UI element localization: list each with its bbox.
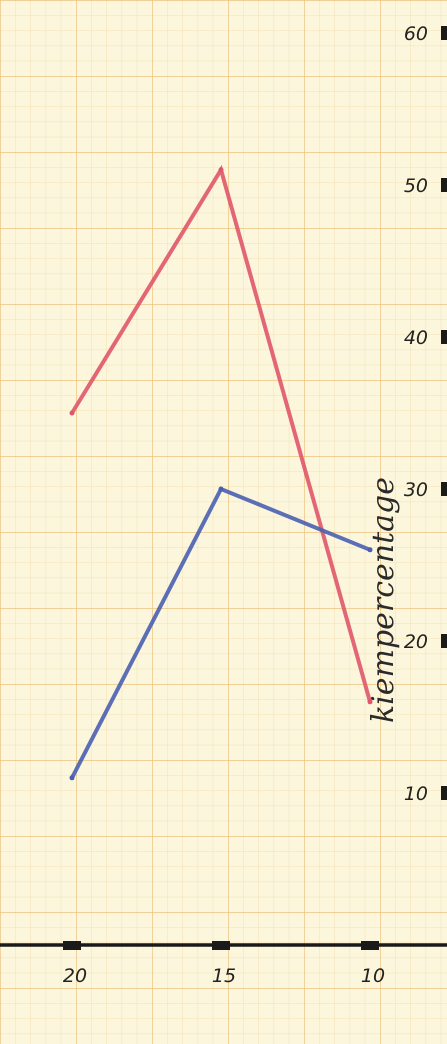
x-tick-label-15: 15 (212, 965, 236, 987)
y-tick-mark-50 (441, 178, 447, 192)
y-tick-label-10: 10 (404, 783, 428, 805)
y-tick-mark-10 (441, 786, 447, 800)
x-tick-mark-10 (361, 941, 379, 950)
series-2-point-2 (218, 486, 224, 492)
y-tick-mark-30 (441, 482, 447, 496)
y-tick-label-60: 60 (404, 23, 428, 45)
x-tick-label-20: 20 (63, 965, 87, 987)
y-tick-label-30: 30 (404, 479, 428, 501)
series-layer (69, 164, 373, 781)
series-1-point-3 (367, 699, 373, 705)
y-tick-mark-20 (441, 634, 447, 648)
y-tick-mark-60 (441, 26, 447, 40)
y-axis-ticks: 10 20 30 40 50 60 (404, 23, 447, 805)
y-axis-title: kiempercentage (366, 477, 401, 723)
x-tick-mark-15 (212, 941, 230, 950)
y-tick-label-40: 40 (404, 327, 428, 349)
x-axis-ticks: 20 15 10 (63, 941, 385, 987)
series-1-point-2 (218, 167, 224, 173)
y-tick-label-20: 20 (404, 631, 428, 653)
y-tick-mark-40 (441, 330, 447, 344)
x-tick-mark-20 (63, 941, 81, 950)
y-tick-label-50: 50 (404, 175, 428, 197)
series-2-point-1 (69, 775, 75, 781)
series-1-point-1 (69, 410, 75, 416)
series-2-point-3 (367, 547, 373, 553)
x-tick-label-10: 10 (361, 965, 385, 987)
